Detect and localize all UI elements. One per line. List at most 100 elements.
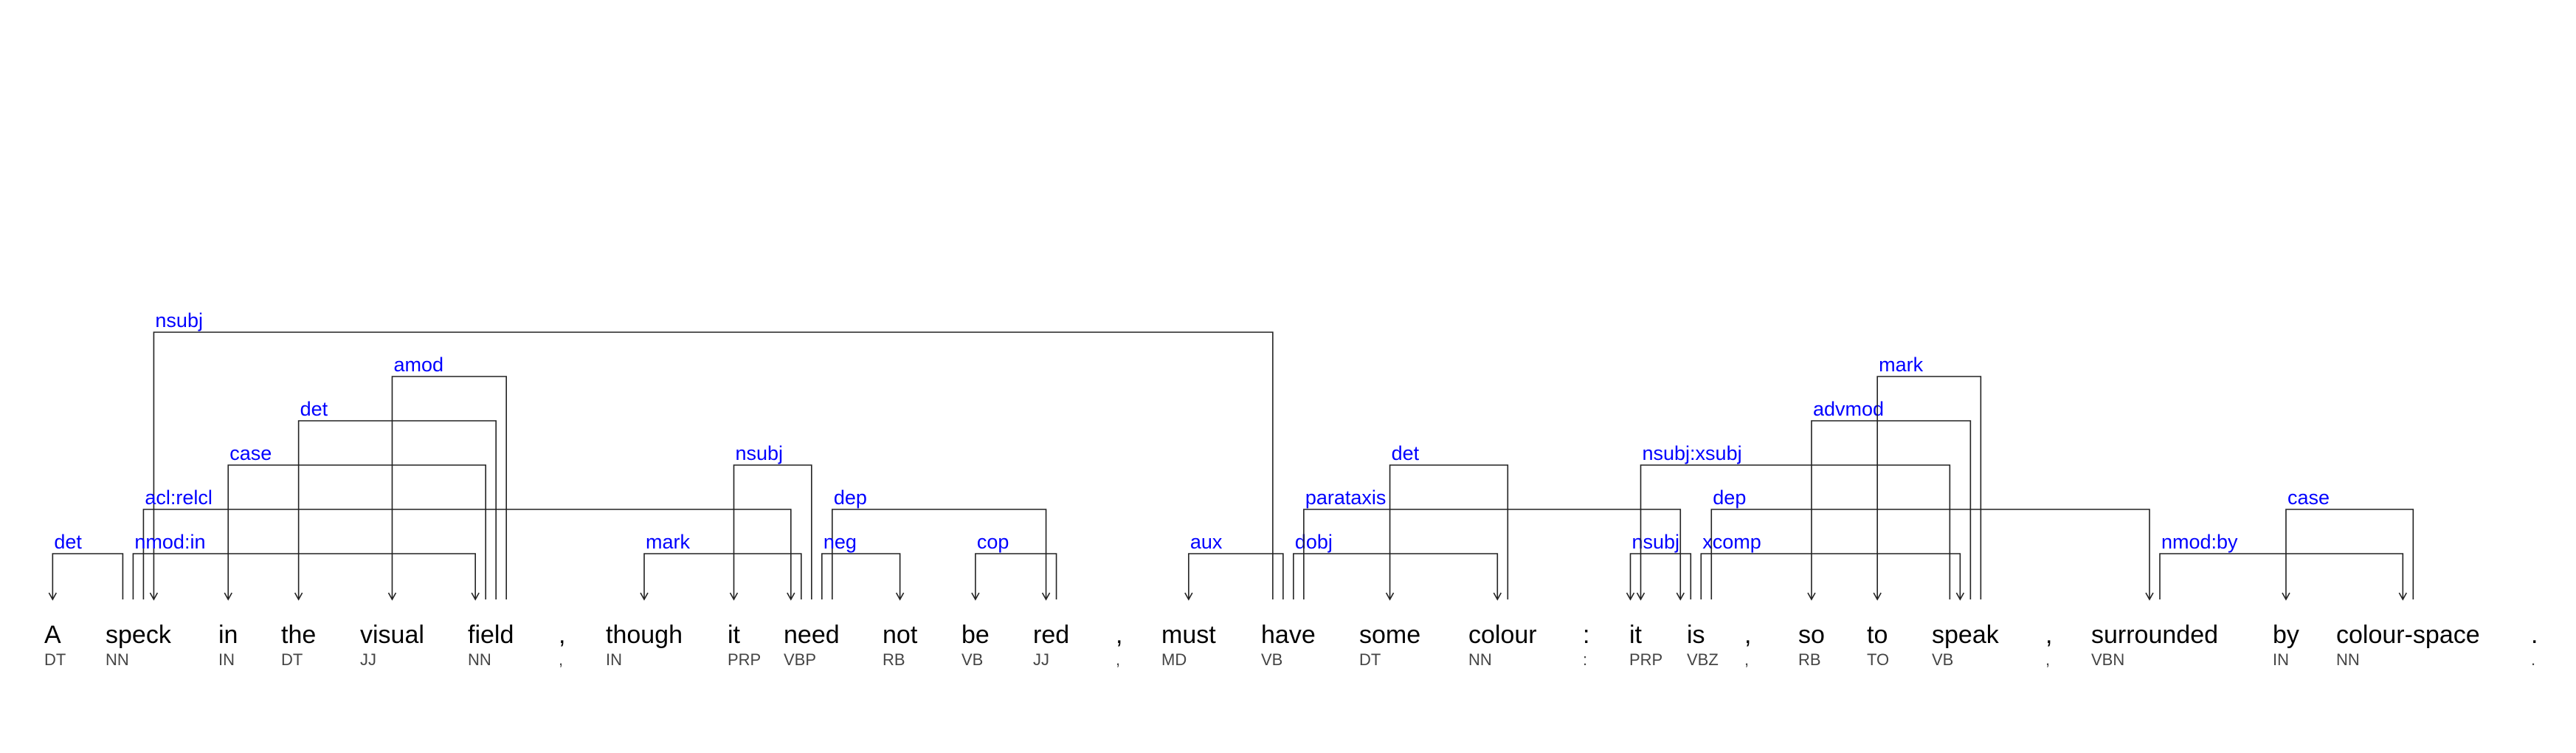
token-pos-tag: MD: [1161, 650, 1187, 669]
arc-label: xcomp: [1702, 531, 1761, 553]
dependency-arc: case: [224, 442, 486, 601]
dependency-arc: xcomp: [1700, 531, 1965, 601]
token-pos-tag: IN: [606, 650, 622, 669]
dependency-arc: det: [294, 398, 497, 601]
token-word: some: [1359, 621, 1420, 649]
token-pos-tag: JJ: [360, 650, 376, 669]
dependency-arc: dobj: [1293, 531, 1502, 601]
token-pos-tag: VB: [1932, 650, 1953, 669]
token-word: ,: [559, 621, 565, 649]
dependency-arc: nsubj: [1626, 531, 1692, 601]
arc-label: parataxis: [1305, 486, 1387, 509]
token-word: colour-space: [2336, 621, 2480, 649]
token-pos-tag: NN: [1468, 650, 1492, 669]
arrowhead-icon: [787, 592, 795, 601]
token-pos-tag: PRP: [1629, 650, 1662, 669]
token-pos-tag: VBZ: [1687, 650, 1719, 669]
arc-line: [142, 509, 792, 599]
arrowhead-icon: [1041, 592, 1051, 601]
arc-line: [1188, 553, 1284, 599]
token-pos-tag: NN: [106, 650, 129, 669]
arc-label: nsubj: [155, 309, 203, 331]
dependency-arc: dep: [832, 486, 1051, 601]
arc-label: acl:relcl: [145, 486, 213, 509]
arrowhead-icon: [149, 592, 159, 601]
arrowhead-icon: [729, 592, 739, 601]
token-word: field: [468, 621, 514, 649]
token-pos-tag: DT: [1359, 650, 1381, 669]
arc-label: det: [300, 398, 328, 420]
arrowhead-icon: [895, 592, 905, 601]
token-pos-tag: ,: [1116, 650, 1120, 669]
arc-label: aux: [1190, 531, 1223, 553]
arc-line: [297, 420, 497, 599]
token-word: in: [218, 621, 238, 649]
dependency-arc: det: [48, 531, 124, 601]
token-word: surrounded: [2091, 621, 2218, 649]
arrowhead-icon: [2282, 592, 2290, 601]
arrowhead-icon: [48, 592, 58, 601]
arc-line: [1640, 464, 1951, 599]
dependency-arc: neg: [821, 531, 905, 601]
token-pos-tag: ,: [559, 650, 563, 669]
arc-line: [227, 464, 486, 599]
token-word: the: [281, 621, 316, 649]
arc-line: [52, 553, 124, 599]
token-word: to: [1867, 621, 1888, 649]
token-pos-tag: VBN: [2091, 650, 2124, 669]
token-pos-tag: ,: [2045, 650, 2050, 669]
arc-line: [832, 509, 1047, 599]
arc-line: [733, 464, 812, 599]
arrowhead-icon: [640, 592, 649, 601]
arrowhead-icon: [1807, 592, 1816, 601]
token-pos-tag: DT: [281, 650, 303, 669]
arrowhead-icon: [1385, 592, 1395, 601]
arc-label: case: [2287, 486, 2330, 509]
arrowhead-icon: [1873, 592, 1882, 601]
token-pos-tag: RB: [1798, 650, 1821, 669]
arrowhead-icon: [224, 592, 232, 601]
arc-line: [1876, 376, 1982, 599]
token-word: visual: [360, 621, 424, 649]
arc-line: [1389, 464, 1509, 599]
arc-line: [1710, 509, 2150, 599]
dependency-arc: parataxis: [1303, 486, 1685, 601]
token-word: need: [784, 621, 840, 649]
arc-label: det: [1392, 442, 1420, 464]
arc-label: dep: [834, 486, 867, 509]
token-word: it: [1629, 621, 1643, 649]
token-pos-tag: VB: [1261, 650, 1282, 669]
token-word: .: [2531, 621, 2538, 649]
arrowhead-icon: [1184, 592, 1193, 601]
token-word: not: [883, 621, 918, 649]
arrowhead-icon: [1493, 592, 1502, 601]
dependency-arc: nsubj: [729, 442, 812, 601]
token-word: have: [1261, 621, 1316, 649]
arrowhead-icon: [1676, 592, 1685, 601]
dependency-arc: aux: [1184, 531, 1284, 601]
arc-line: [1811, 420, 1972, 599]
arc-line: [2159, 553, 2404, 599]
dependency-arc: nmod:in: [132, 531, 480, 601]
arrowhead-icon: [1636, 592, 1646, 601]
dependency-arc: mark: [640, 531, 802, 601]
arc-line: [153, 331, 1274, 599]
token-pos-tag: IN: [2273, 650, 2289, 669]
arc-label: amod: [393, 354, 443, 376]
arrowhead-icon: [387, 592, 397, 601]
arrowhead-icon: [1955, 592, 1965, 601]
dependency-arc: case: [2282, 486, 2414, 601]
token-word: colour: [1468, 621, 1537, 649]
token-pos-tag: .: [2531, 650, 2535, 669]
arc-label: nsubj: [736, 442, 784, 464]
dependency-arc: nsubj:xsubj: [1636, 442, 1951, 601]
dependency-arc: cop: [971, 531, 1057, 601]
arrowhead-icon: [471, 592, 480, 601]
arc-line: [1293, 553, 1499, 599]
token-pos-tag: TO: [1867, 650, 1889, 669]
arc-label: dobj: [1295, 531, 1333, 553]
token-word: :: [1583, 621, 1589, 649]
token-word: ,: [1744, 621, 1751, 649]
token-pos-tag: VBP: [784, 650, 816, 669]
dependency-arc: det: [1385, 442, 1509, 601]
